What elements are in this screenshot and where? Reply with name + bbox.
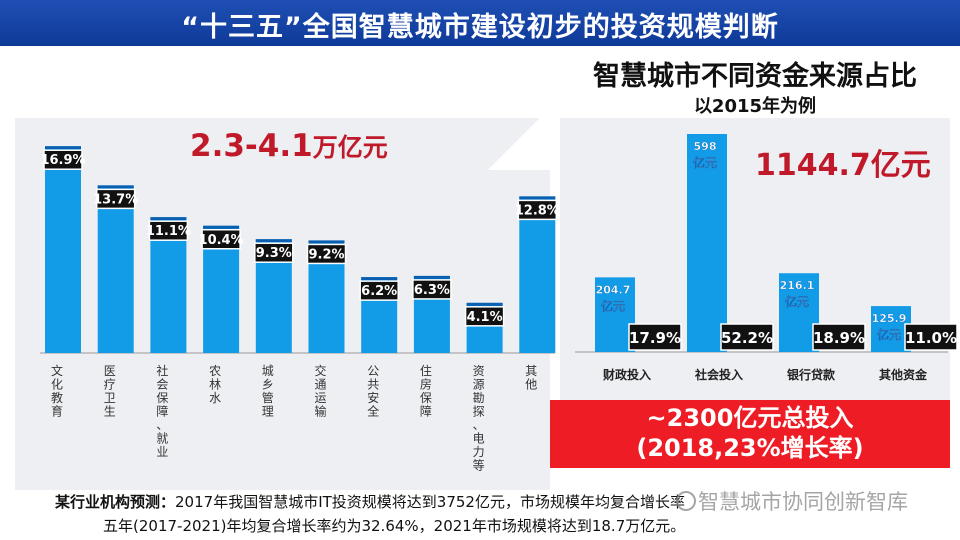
right-chart-panel	[560, 118, 950, 413]
investment-range-unit: 万亿元	[312, 133, 388, 162]
right-percent-box	[628, 323, 682, 351]
footnote-line2: 五年(2017-2021)年均复合增长率约为32.64%，2021年市场规模将达…	[103, 517, 686, 535]
right-percent-box	[720, 323, 774, 351]
right-bar-unit: 亿元	[785, 294, 809, 309]
right-category-label: 财政投入	[602, 367, 651, 382]
right-category-label: 银行贷款	[787, 367, 836, 382]
right-bar-value: 204.7	[596, 283, 631, 296]
left-bar-top	[150, 217, 187, 221]
right-percent-label: 11.0%	[905, 329, 957, 347]
right-percent-box	[904, 323, 958, 351]
investment-range-value: 2.3-4.1	[190, 128, 313, 164]
left-bar-label: 4.1%	[467, 310, 503, 325]
total-investment-line2: (2018,23%增长率)	[636, 434, 864, 462]
left-bar	[45, 146, 81, 353]
title-bar: “十三五”全国智慧城市建设初步的投资规模判断	[0, 0, 960, 46]
left-category-label: 住房保障	[420, 364, 432, 419]
left-category-label: 资源勘探、电力等	[473, 364, 485, 473]
left-bar-label-box	[464, 306, 505, 327]
left-bar-label: 11.1%	[146, 224, 191, 239]
right-bar-unit: 亿元	[601, 298, 625, 313]
right-category-label: 其他资金	[879, 367, 928, 382]
left-category-label: 交通运输	[314, 363, 326, 419]
right-percent-label: 18.9%	[813, 329, 865, 347]
panel-fold-corner	[477, 118, 550, 170]
left-bar-label-box	[412, 279, 452, 300]
left-bar-top	[255, 239, 292, 243]
left-category-label: 城乡管理	[262, 364, 274, 419]
footnote-line1: 2017年我国智慧城市IT投资规模将达到3752亿元，市场规模年均复合增长率	[175, 493, 685, 511]
watermark-text: 智慧城市协同创新智库	[698, 490, 908, 514]
left-bar-top	[45, 146, 81, 150]
right-percent-box	[812, 323, 866, 351]
left-bar-label-box	[201, 229, 241, 250]
right-bar-value: 125.9	[872, 312, 907, 325]
right-chart-subtitle: 以2015年为例	[693, 96, 817, 117]
left-bar-label: 10.4%	[199, 233, 244, 248]
left-category-label: 公共安全	[367, 364, 379, 419]
left-bar-top	[413, 275, 450, 279]
right-bar-unit: 亿元	[693, 155, 717, 170]
right-bar	[687, 134, 727, 352]
left-bar-label-box	[148, 220, 189, 241]
funding-total-highlight: 1144.7亿元	[755, 148, 931, 183]
right-category-label: 社会投入	[694, 367, 743, 382]
wechat-icon	[676, 491, 696, 511]
watermark: 智慧城市协同创新智库	[676, 486, 908, 516]
left-bar-top	[97, 185, 134, 189]
investment-range-highlight: 2.3-4.1万亿元	[190, 128, 388, 164]
left-category-label: 文化教育	[51, 363, 63, 419]
left-bar-label: 9.3%	[256, 246, 292, 261]
total-investment-box: ~2300亿元总投入 (2018,23%增长率)	[550, 400, 950, 468]
right-bar-value: 598	[694, 140, 717, 153]
left-bar-top	[519, 196, 556, 200]
left-category-label: 农林水	[209, 364, 221, 405]
left-bar-top	[308, 240, 345, 244]
left-bar-label-box	[254, 242, 294, 263]
left-bar-label-box	[359, 280, 399, 301]
left-category-label: 医疗卫生	[104, 364, 116, 419]
right-chart-title: 智慧城市不同资金来源占比	[593, 61, 917, 92]
right-percent-label: 52.2%	[721, 329, 773, 347]
footnote: 某行业机构预测：2017年我国智慧城市IT投资规模将达到3752亿元，市场规模年…	[55, 490, 935, 538]
left-bar	[519, 196, 556, 353]
left-bar-label: 13.7%	[93, 192, 138, 207]
right-percent-label: 17.9%	[629, 329, 681, 347]
left-bar-top	[466, 302, 503, 306]
left-category-label: 其他	[525, 364, 537, 392]
left-bar-label-box	[95, 188, 136, 210]
page-title: “十三五”全国智慧城市建设初步的投资规模判断	[181, 12, 779, 43]
left-bar-label: 6.3%	[414, 283, 450, 298]
left-bar-label: 6.2%	[361, 284, 397, 299]
footnote-label: 某行业机构预测：	[55, 493, 176, 511]
left-bar-label: 16.9%	[40, 153, 85, 168]
left-bar-label: 12.8%	[515, 203, 560, 218]
left-bar-label-box	[43, 149, 83, 170]
right-bar-unit: 亿元	[877, 327, 901, 342]
left-bar-label: 9.2%	[308, 247, 344, 262]
left-bar-top	[203, 225, 240, 229]
left-bar-label-box	[306, 243, 347, 265]
left-bar-label-box	[517, 199, 558, 221]
left-bar	[97, 185, 134, 353]
total-investment-line1: ~2300亿元总投入	[646, 404, 854, 432]
right-bar-value: 216.1	[780, 279, 815, 292]
left-category-label: 社会保障、就业	[156, 363, 168, 459]
left-bar-top	[361, 277, 398, 281]
